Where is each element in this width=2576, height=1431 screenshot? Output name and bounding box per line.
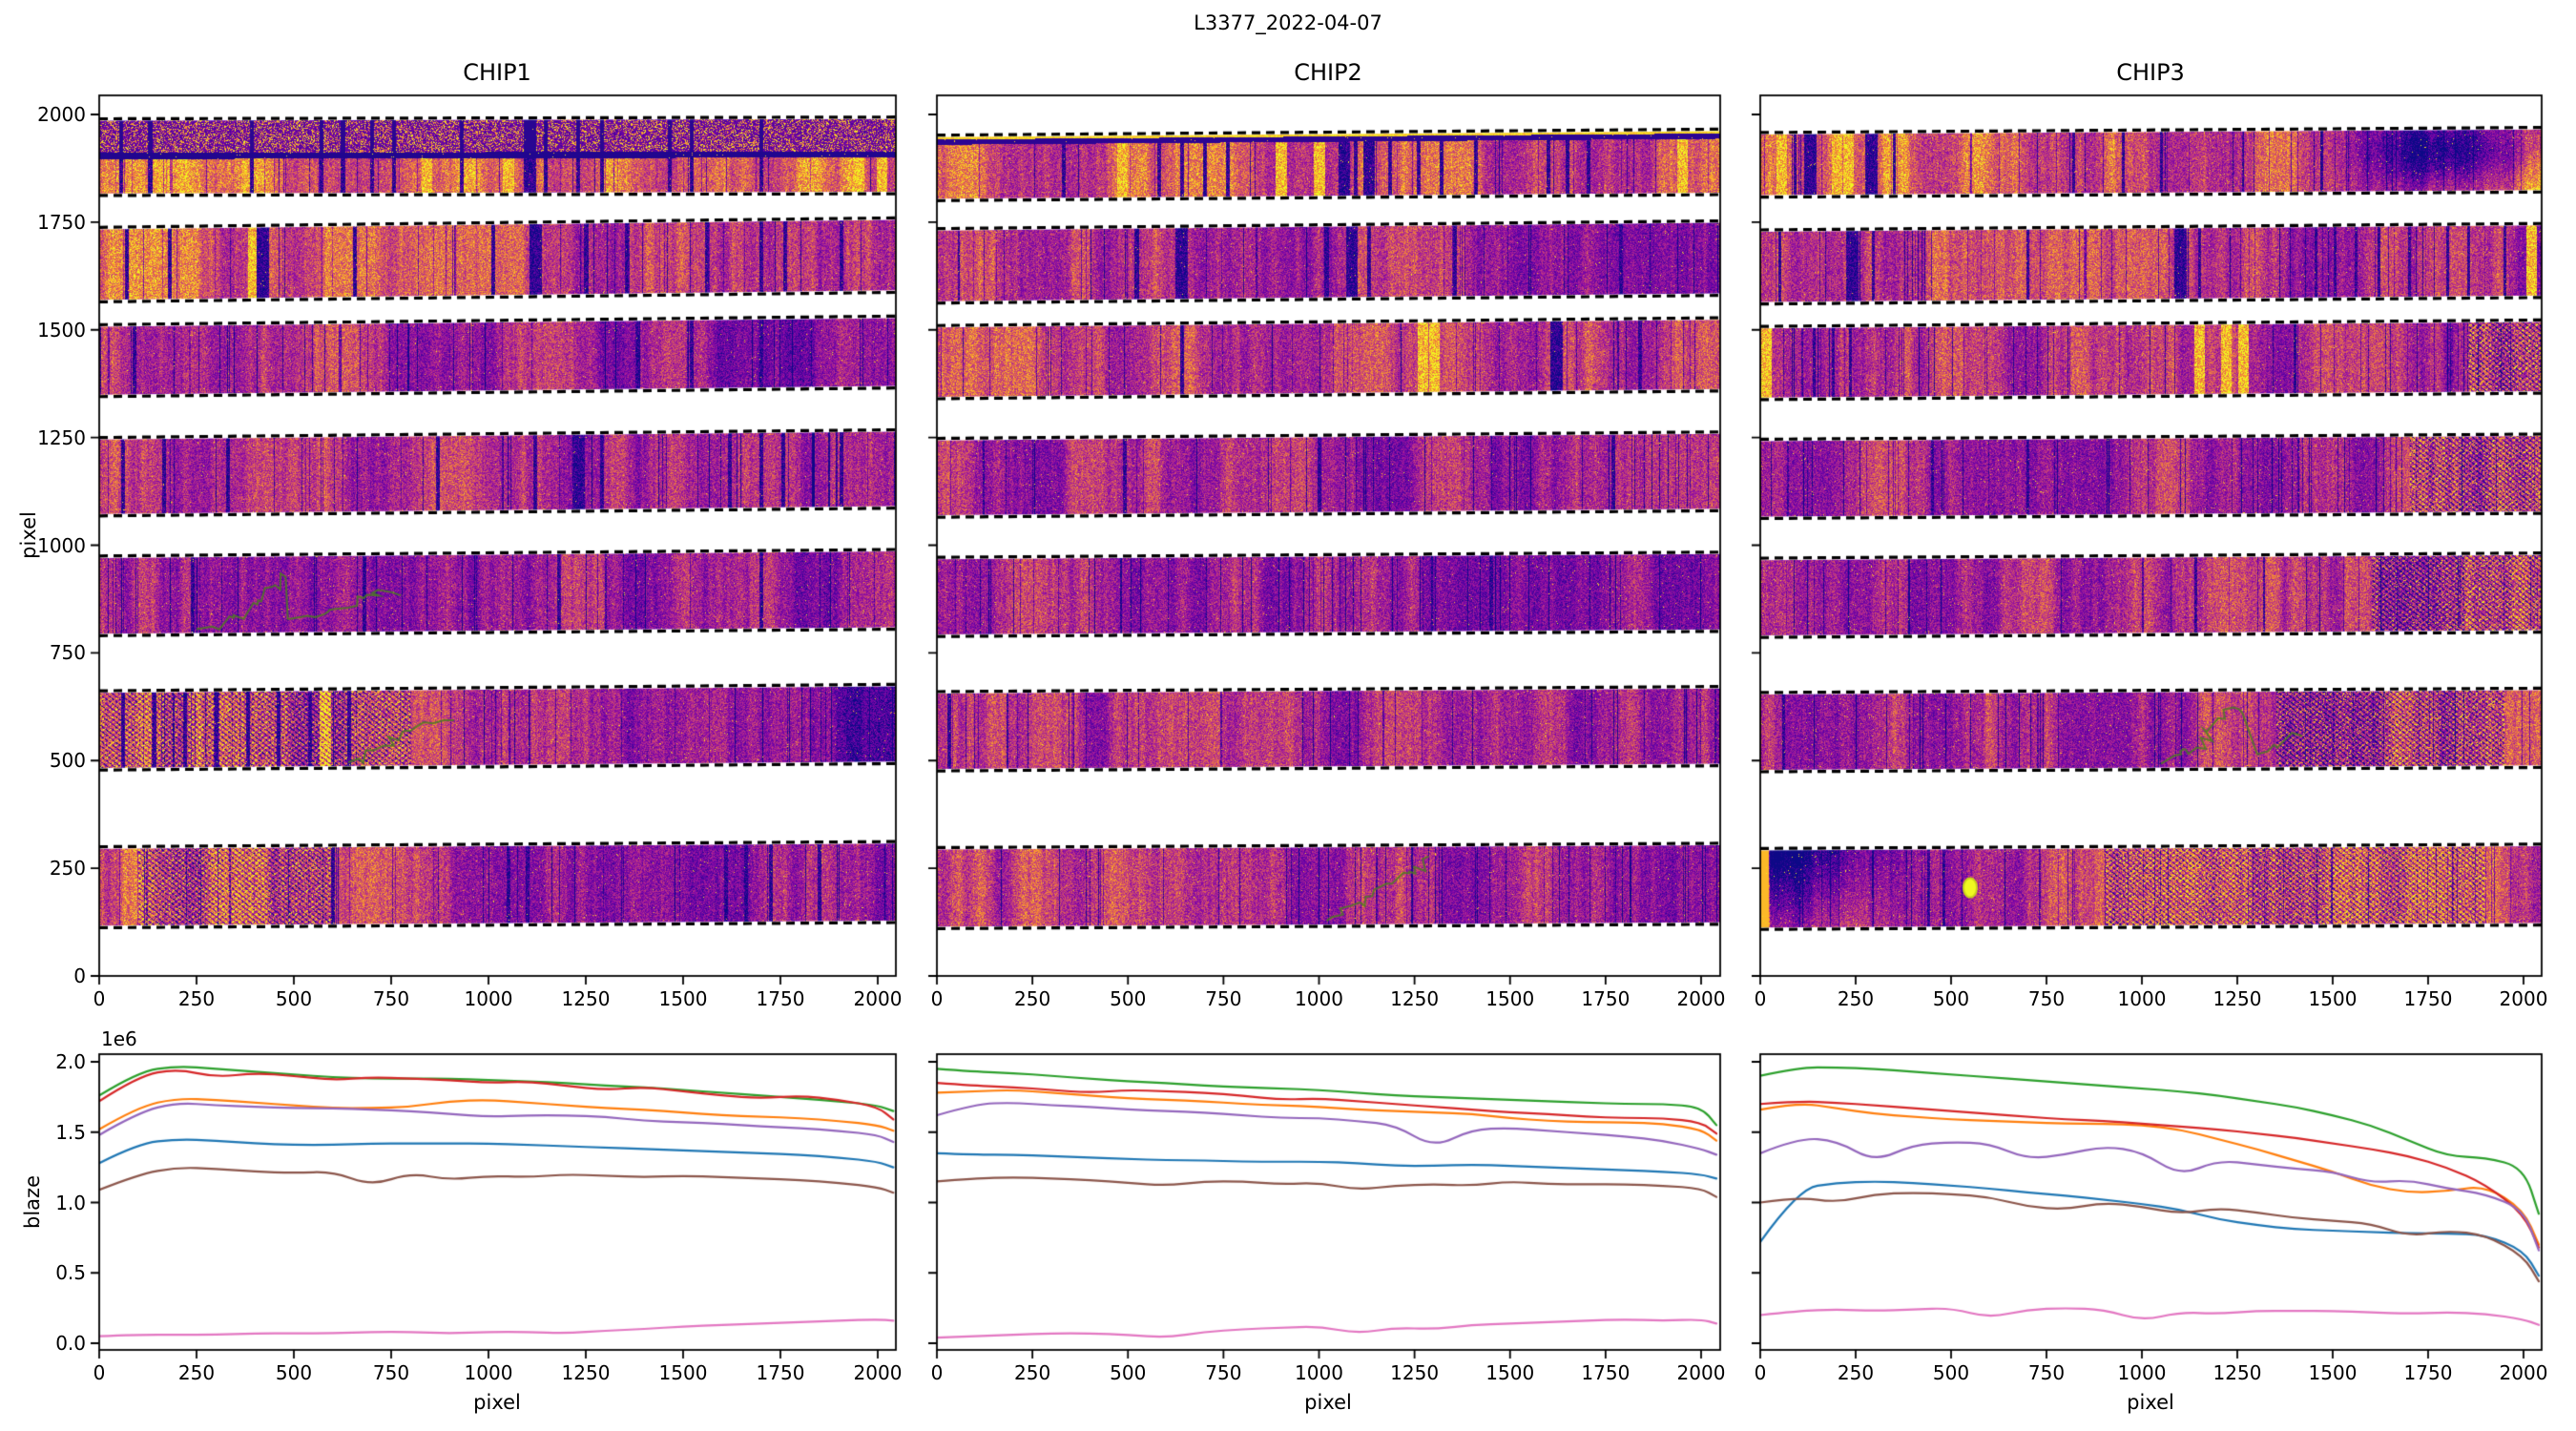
blaze-x-tick-label: 2000 [853,1361,903,1384]
top-x-tick-label: 1500 [658,987,708,1010]
blaze-x-tick-label: 750 [2027,1361,2066,1384]
chip3-title: CHIP3 [2116,59,2185,86]
top-y-tick-label: 1000 [37,533,86,557]
top-x-tick-label: 750 [2027,987,2066,1010]
blaze-y-tick-label: 0.0 [55,1332,86,1355]
top-x-tick-label: 500 [1932,987,1970,1010]
chip3-blaze-xlabel: pixel [2127,1391,2174,1414]
top-x-tick-label: 2000 [853,987,903,1010]
blaze-x-tick-label: 1250 [561,1361,611,1384]
top-x-tick-label: 1500 [1485,987,1535,1010]
blaze-x-tick-label: 1250 [2212,1361,2262,1384]
offset-label: 1e6 [101,1027,137,1050]
top-y-tick-label: 2000 [37,103,86,126]
top-y-tick-label: 1750 [37,210,86,234]
top-x-tick-label: 1750 [756,987,805,1010]
top-y-tick-label: 1500 [37,318,86,342]
blaze-x-tick-label: 1750 [2403,1361,2453,1384]
top-x-tick-label: 750 [1205,987,1242,1010]
bottom-row-ylabel: blaze [21,1175,44,1229]
blaze-x-tick-label: 0 [1754,1361,1767,1384]
top-x-tick-label: 250 [1837,987,1875,1010]
top-x-tick-label: 750 [372,987,410,1010]
top-x-tick-label: 0 [1754,987,1767,1010]
top-x-tick-label: 2000 [2499,987,2548,1010]
blaze-x-tick-label: 500 [1110,1361,1147,1384]
blaze-x-tick-label: 1500 [658,1361,708,1384]
blaze-y-tick-label: 1.0 [55,1191,86,1214]
blaze-x-tick-label: 1500 [2308,1361,2358,1384]
top-x-tick-label: 2000 [1676,987,1726,1010]
blaze-x-tick-label: 250 [1014,1361,1051,1384]
top-y-tick-label: 750 [49,641,86,665]
top-y-tick-label: 500 [49,749,86,773]
chip1-title: CHIP1 [463,59,531,86]
chip2-title: CHIP2 [1294,59,1362,86]
top-x-tick-label: 1500 [2308,987,2358,1010]
blaze-x-tick-label: 2000 [1676,1361,1726,1384]
top-x-tick-label: 1000 [1295,987,1343,1010]
blaze-x-tick-label: 1500 [1485,1361,1535,1384]
blaze-x-tick-label: 0 [93,1361,106,1384]
top-x-tick-label: 250 [1014,987,1051,1010]
top-x-tick-label: 0 [930,987,944,1010]
top-x-tick-label: 1750 [2403,987,2453,1010]
blaze-x-tick-label: 1000 [1295,1361,1343,1384]
blaze-y-tick-label: 2.0 [55,1050,86,1073]
blaze-x-tick-label: 500 [1932,1361,1970,1384]
top-x-tick-label: 500 [1110,987,1147,1010]
blaze-x-tick-label: 1750 [756,1361,805,1384]
blaze-y-tick-label: 1.5 [55,1120,86,1144]
figure-title: L3377_2022-04-07 [1194,11,1382,34]
blaze-x-tick-label: 250 [1837,1361,1875,1384]
top-x-tick-label: 1250 [2212,987,2262,1010]
top-x-tick-label: 1000 [464,987,513,1010]
top-x-tick-label: 1250 [1390,987,1440,1010]
blaze-x-tick-label: 0 [930,1361,944,1384]
top-y-tick-label: 250 [49,857,86,881]
top-x-tick-label: 1000 [2117,987,2167,1010]
blaze-x-tick-label: 2000 [2499,1361,2548,1384]
top-x-tick-label: 250 [177,987,216,1010]
top-x-tick-label: 1750 [1581,987,1631,1010]
blaze-x-tick-label: 500 [275,1361,313,1384]
blaze-x-tick-label: 1000 [464,1361,513,1384]
blaze-x-tick-label: 1250 [1390,1361,1440,1384]
top-x-tick-label: 0 [93,987,106,1010]
top-y-tick-label: 1250 [37,425,86,449]
top-x-tick-label: 1250 [561,987,611,1010]
blaze-x-tick-label: 750 [1205,1361,1242,1384]
top-x-tick-label: 500 [275,987,313,1010]
chip1-blaze-xlabel: pixel [473,1391,521,1414]
top-y-tick-label: 0 [73,964,86,987]
blaze-x-tick-label: 750 [372,1361,410,1384]
blaze-y-tick-label: 0.5 [55,1261,86,1285]
blaze-x-tick-label: 250 [177,1361,216,1384]
blaze-x-tick-label: 1750 [1581,1361,1631,1384]
blaze-x-tick-label: 1000 [2117,1361,2167,1384]
chip2-blaze-xlabel: pixel [1304,1391,1352,1414]
